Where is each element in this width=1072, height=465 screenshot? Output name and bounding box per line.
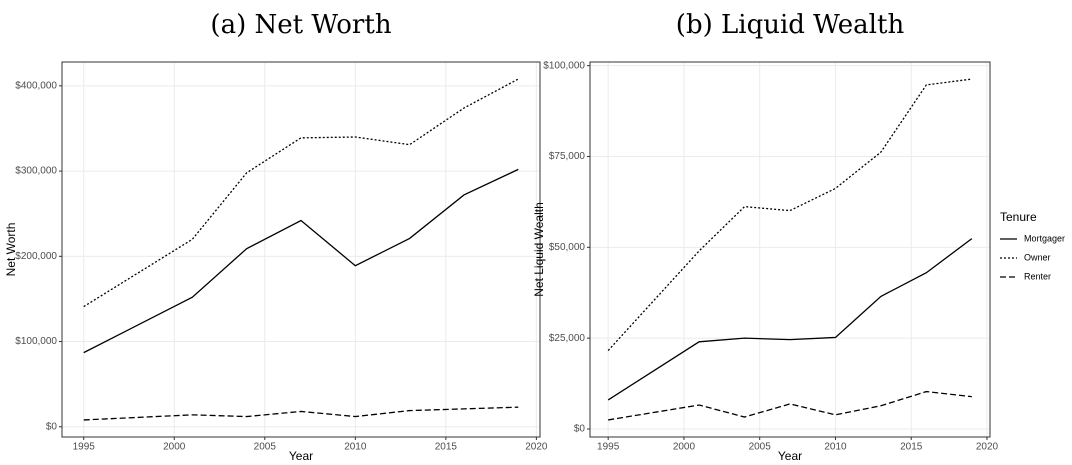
x-tick-label: 2005 <box>254 442 277 453</box>
legend-label: Mortgager <box>1024 233 1065 243</box>
y-tick-label: $200,000 <box>15 251 57 262</box>
y-tick-label: $100,000 <box>543 60 585 71</box>
x-tick-label: 2005 <box>749 442 772 453</box>
legend-label: Renter <box>1024 271 1051 281</box>
y-tick-label: $400,000 <box>15 81 57 92</box>
y-tick-label: $50,000 <box>549 242 586 253</box>
chart-title: (a) Net Worth <box>210 10 391 40</box>
x-tick-label: 1995 <box>597 442 620 453</box>
x-axis-label: Year <box>289 449 313 463</box>
y-axis-label: Net Worth <box>4 223 18 277</box>
series-line <box>608 390 972 421</box>
legend-title: Tenure <box>1000 210 1037 224</box>
y-tick-label: $25,000 <box>549 333 586 344</box>
chart-title: (b) Liquid Wealth <box>676 10 905 40</box>
x-tick-label: 2010 <box>824 442 847 453</box>
x-tick-label: 2020 <box>976 442 999 453</box>
x-tick-label: 2000 <box>673 442 696 453</box>
panel-border <box>589 61 991 438</box>
legend-label: Owner <box>1024 252 1051 262</box>
y-tick-label: $75,000 <box>549 151 586 162</box>
x-tick-label: 2000 <box>163 442 186 453</box>
series-line <box>607 238 973 401</box>
panel-border <box>61 61 541 438</box>
x-tick-label: 2015 <box>435 442 458 453</box>
x-tick-label: 2020 <box>525 442 548 453</box>
series-line <box>83 78 519 308</box>
x-tick-label: 1995 <box>73 442 96 453</box>
y-tick-label: $300,000 <box>15 166 57 177</box>
panel <box>62 62 540 437</box>
series-line <box>83 168 519 354</box>
panel <box>590 62 990 437</box>
y-tick-label: $0 <box>574 424 586 435</box>
y-axis-label: Net Liquid Wealth <box>532 202 546 297</box>
y-tick-label: $100,000 <box>15 336 57 347</box>
y-tick-label: $0 <box>46 421 58 432</box>
series-line <box>607 78 972 351</box>
x-axis-label: Year <box>778 449 802 463</box>
x-tick-label: 2010 <box>344 442 367 453</box>
series-line <box>83 406 519 421</box>
x-tick-label: 2015 <box>900 442 923 453</box>
